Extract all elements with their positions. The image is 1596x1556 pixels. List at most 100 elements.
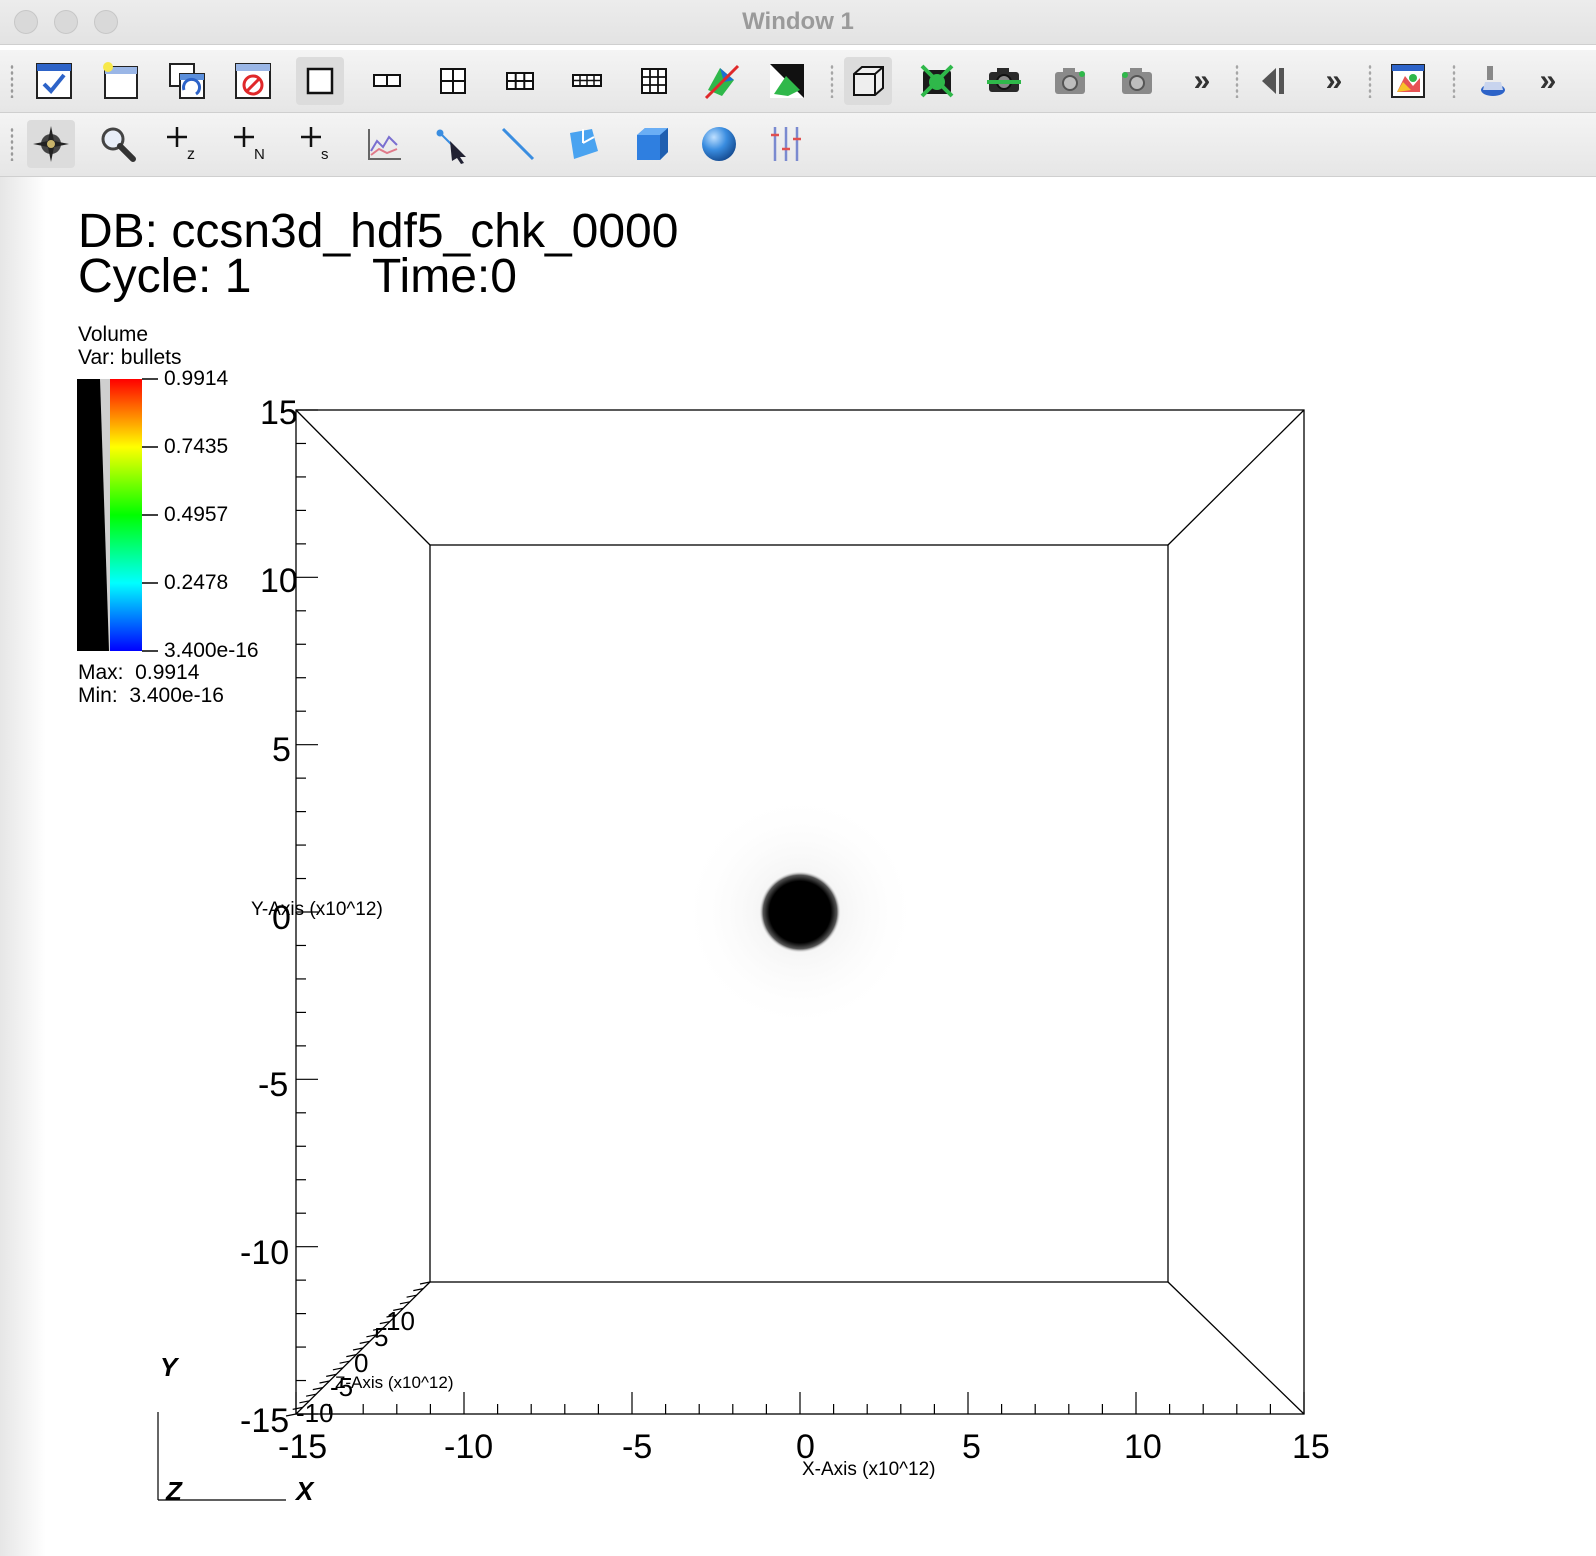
toolbar-overflow-button-3[interactable]: » <box>1528 57 1568 105</box>
z-tick <box>366 1334 377 1338</box>
lock-view-button[interactable] <box>913 57 961 105</box>
window-titlebar: Window 1 <box>0 0 1596 45</box>
z-axis-label: Z-Axis (x10^12) <box>335 1373 454 1392</box>
lineout-icon <box>501 127 535 161</box>
animation-back-button[interactable] <box>1247 57 1295 105</box>
lock-tools-button[interactable] <box>1046 57 1094 105</box>
zoom-mode-button[interactable] <box>94 120 142 168</box>
animation-back-icon <box>1262 68 1284 94</box>
layout-1x1-button[interactable] <box>296 57 344 105</box>
z-tick <box>326 1373 337 1377</box>
legend-tick-label: 0.9914 <box>164 367 229 390</box>
layout-1x1-icon <box>306 67 334 95</box>
time-label: Time:0 <box>372 250 517 303</box>
plane-tool-icon <box>570 129 598 159</box>
z-tick <box>299 1400 310 1404</box>
navigate-mode-icon <box>33 126 69 162</box>
lighting-button[interactable] <box>1468 57 1516 105</box>
legend-max: Max: 0.9914 <box>78 661 200 684</box>
toolbar-grip[interactable] <box>10 64 14 98</box>
new-window-icon <box>103 62 138 99</box>
navigate-mode-button[interactable] <box>27 120 75 168</box>
lock-tools-icon <box>1055 68 1085 94</box>
z-tick <box>399 1301 411 1305</box>
minimize-window-icon[interactable] <box>54 10 78 34</box>
x-tick-label: 0 <box>796 1428 815 1466</box>
zoom-window-icon[interactable] <box>94 10 118 34</box>
x-tick-label: 10 <box>1124 1428 1162 1466</box>
layout-2x2-button[interactable] <box>429 57 477 105</box>
z-tick <box>319 1380 330 1384</box>
window-title: Window 1 <box>742 8 854 35</box>
toolbar-grip[interactable] <box>10 127 14 161</box>
z-tick-label: -5 <box>330 1372 354 1402</box>
z-tick <box>406 1294 417 1298</box>
layout-2x2-icon <box>440 68 466 94</box>
legend-min: Min: 3.400e-16 <box>78 684 224 707</box>
clone-window-button[interactable] <box>163 57 211 105</box>
invert-background-icon <box>704 64 740 100</box>
layout-2x3-button[interactable] <box>496 57 544 105</box>
axis-restriction-button[interactable] <box>762 120 810 168</box>
line-pick-button[interactable] <box>427 120 475 168</box>
layout-1x2-button[interactable] <box>363 57 411 105</box>
layout-3x3-icon <box>641 68 667 94</box>
spin-mode-button[interactable] <box>763 57 811 105</box>
save-window-button[interactable] <box>1384 57 1432 105</box>
cycle-label: Cycle: 1 <box>78 250 252 303</box>
node-pick-icon: N <box>234 127 265 163</box>
z-tick <box>292 1406 303 1410</box>
z-tick <box>359 1340 370 1344</box>
lineout-button[interactable] <box>494 120 542 168</box>
curve-pick-icon <box>368 129 401 160</box>
perspective-icon <box>853 66 884 96</box>
active-window-button[interactable] <box>30 57 78 105</box>
legend-plot-type: Volume <box>78 323 149 346</box>
y-axis-ticks <box>296 409 318 1415</box>
y-tick-label: 10 <box>260 562 298 600</box>
x-axis-label: X-Axis (x10^12) <box>802 1459 936 1480</box>
box-tool-button[interactable] <box>628 120 676 168</box>
legend-colorbar <box>77 378 158 652</box>
svg-text:z: z <box>187 146 195 163</box>
close-window-icon[interactable] <box>14 10 38 34</box>
lock-time-button[interactable] <box>980 57 1028 105</box>
toolbar-interaction: z N s <box>0 113 1596 177</box>
clone-window-icon <box>169 63 205 99</box>
triad-x-label: X <box>296 1476 314 1506</box>
perspective-button[interactable] <box>844 57 892 105</box>
z-tick <box>312 1387 323 1391</box>
layout-2x4-icon <box>572 74 602 87</box>
lock-view-icon <box>920 64 954 98</box>
chevron-right-icon: » <box>1539 64 1557 97</box>
y-tick-label: -10 <box>240 1234 290 1272</box>
layout-3x3-button[interactable] <box>630 57 678 105</box>
spreadsheet-pick-button[interactable]: s <box>294 120 342 168</box>
sphere-tool-button[interactable] <box>695 120 743 168</box>
camera-button[interactable] <box>1113 57 1161 105</box>
z-tick-label: 0 <box>354 1348 369 1378</box>
svg-text:N: N <box>254 146 265 163</box>
lighting-icon <box>1481 66 1505 96</box>
z-tick <box>413 1288 424 1292</box>
legend-variable: Var: bullets <box>78 346 182 369</box>
sphere-tool-icon <box>702 127 736 161</box>
plane-tool-button[interactable] <box>561 120 609 168</box>
legend-tick-label: 0.2478 <box>164 571 229 594</box>
toolbar-overflow-button-2[interactable]: » <box>1310 57 1358 105</box>
node-pick-button[interactable]: N <box>227 120 275 168</box>
y-tick-label: 5 <box>272 731 291 769</box>
zone-pick-button[interactable]: z <box>160 120 208 168</box>
z-tick <box>339 1360 350 1364</box>
z-tick <box>346 1354 357 1358</box>
delete-window-button[interactable] <box>229 57 277 105</box>
curve-pick-button[interactable] <box>360 120 408 168</box>
invert-background-button[interactable] <box>697 57 745 105</box>
layout-2x4-button[interactable] <box>563 57 611 105</box>
y-tick-label: 0 <box>272 899 291 937</box>
z-tick <box>352 1347 364 1351</box>
database-name: DB: ccsn3d_hdf5_chk_0000 <box>78 205 679 258</box>
toolbar-overflow-button[interactable]: » <box>1178 57 1226 105</box>
new-window-button[interactable] <box>97 57 145 105</box>
